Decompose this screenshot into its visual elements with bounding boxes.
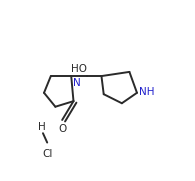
Text: O: O xyxy=(59,124,67,134)
Text: NH: NH xyxy=(139,87,154,97)
Text: N: N xyxy=(73,78,81,88)
Text: HO: HO xyxy=(71,64,87,74)
Text: H: H xyxy=(38,122,46,132)
Text: Cl: Cl xyxy=(43,149,53,159)
